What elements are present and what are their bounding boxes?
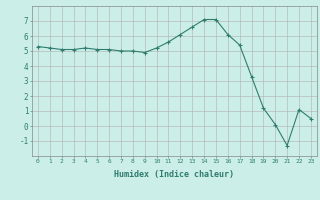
X-axis label: Humidex (Indice chaleur): Humidex (Indice chaleur) bbox=[115, 170, 234, 179]
